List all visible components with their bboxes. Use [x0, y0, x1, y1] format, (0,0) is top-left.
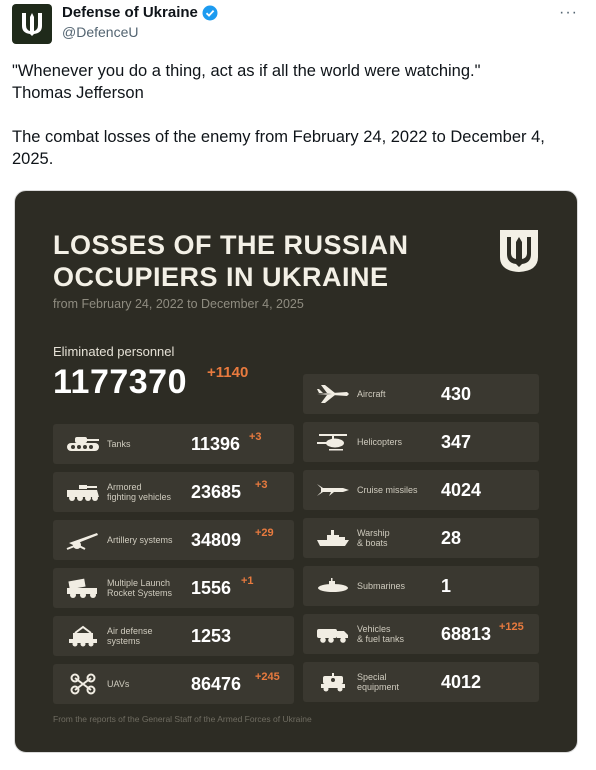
stat-tile-helicopters: Helicopters 347 — [303, 422, 539, 462]
stat-label: Air defense systems — [107, 626, 153, 646]
card-subtitle: from February 24, 2022 to December 4, 20… — [53, 297, 304, 311]
air-defense-icon — [69, 625, 97, 647]
handle[interactable]: @DefenceU — [62, 24, 139, 40]
stat-label: Helicopters — [357, 437, 403, 447]
more-options-icon[interactable]: ··· — [559, 4, 578, 21]
warship-icon — [317, 530, 349, 546]
verified-badge-icon — [202, 5, 218, 21]
card-footer-note: From the reports of the General Staff of… — [53, 714, 312, 724]
tweet-text: "Whenever you do a thing, act as if all … — [12, 60, 584, 170]
stat-value: 86476 — [191, 674, 242, 694]
stat-delta: +245 — [255, 671, 280, 683]
stat-tile-submarines: Submarines 1 — [303, 566, 539, 606]
stat-label: UAVs — [107, 679, 130, 689]
stat-delta: +3 — [255, 479, 268, 491]
stat-value: 4024 — [441, 480, 482, 500]
rocket-launcher-icon — [67, 578, 97, 598]
cruise-missile-icon — [317, 484, 349, 496]
personnel-label: Eliminated personnel — [53, 344, 175, 359]
stat-delta: +3 — [249, 431, 262, 443]
armored-vehicle-icon — [67, 485, 99, 501]
stat-tile-tanks: Tanks 11396 +3 — [53, 424, 294, 464]
stat-value: 1556 — [191, 578, 232, 598]
tweet-quote: "Whenever you do a thing, act as if all … — [12, 62, 481, 80]
stat-label: Multiple Launch Rocket Systems — [107, 578, 173, 598]
stat-value: 11396 — [191, 434, 241, 454]
tweet-quote-author: Thomas Jefferson — [12, 84, 144, 102]
drone-icon — [70, 673, 96, 695]
fuel-truck-icon — [317, 629, 348, 643]
stat-delta: +1 — [241, 575, 254, 587]
stat-tile-cruise-missiles: Cruise missiles 4024 — [303, 470, 539, 510]
stat-value: 23685 — [191, 482, 242, 502]
stat-tile-air-defense: Air defense systems 1253 — [53, 616, 294, 656]
helicopter-icon — [317, 434, 347, 451]
stat-delta: +29 — [255, 527, 274, 539]
stat-label: Cruise missiles — [357, 485, 418, 495]
stat-tile-artillery: Artillery systems 34809 +29 — [53, 520, 294, 560]
stat-value: 28 — [441, 528, 462, 548]
card-title-line1: LOSSES OF THE RUSSIAN — [53, 230, 409, 260]
stat-tile-warships: Warship & boats 28 — [303, 518, 539, 558]
stat-label: Warship & boats — [357, 528, 390, 548]
display-name[interactable]: Defense of Ukraine — [62, 4, 218, 22]
stat-label: Aircraft — [357, 389, 386, 399]
stat-value: 68813 — [441, 624, 492, 644]
card-title-line2: OCCUPIERS IN UKRAINE — [53, 262, 389, 292]
infographic-image[interactable]: LOSSES OF THE RUSSIAN OCCUPIERS IN UKRAI… — [14, 190, 578, 753]
stat-tile-aircraft: Aircraft 430 — [303, 374, 539, 414]
stat-label: Tanks — [107, 439, 131, 449]
aircraft-icon — [317, 385, 349, 403]
author-block: Defense of Ukraine @DefenceU — [62, 4, 218, 42]
stat-tile-vehicles: Vehicles & fuel tanks 68813 +125 — [303, 614, 539, 654]
avatar[interactable] — [12, 4, 52, 44]
trident-logo-icon — [22, 13, 42, 36]
card-title: LOSSES OF THE RUSSIAN OCCUPIERS IN UKRAI… — [53, 229, 409, 293]
personnel-value: 1177370 — [53, 363, 187, 401]
special-equipment-icon — [321, 673, 345, 692]
stat-label: Vehicles & fuel tanks — [357, 624, 405, 644]
stat-value: 1253 — [191, 626, 232, 646]
personnel-delta: +1140 — [207, 364, 249, 381]
trident-emblem-icon — [500, 230, 538, 272]
stat-tile-mlrs: Multiple Launch Rocket Systems 1556 +1 — [53, 568, 294, 608]
artillery-icon — [66, 533, 98, 550]
stat-tile-armored-vehicles: Armored fighting vehicles 23685 +3 — [53, 472, 294, 512]
submarine-icon — [318, 578, 348, 592]
stat-tile-uavs: UAVs 86476 +245 — [53, 664, 294, 704]
stat-value: 347 — [441, 432, 472, 452]
stat-value: 430 — [441, 384, 472, 404]
stat-value: 34809 — [191, 530, 242, 550]
stat-label: Special equipment — [357, 672, 400, 692]
stat-value: 1 — [441, 576, 452, 596]
tweet-body: The combat losses of the enemy from Febr… — [12, 128, 545, 168]
stat-label: Armored fighting vehicles — [107, 482, 172, 502]
tank-icon — [67, 437, 99, 451]
post-header: Defense of Ukraine @DefenceU ··· — [12, 4, 584, 44]
stat-tile-special-equipment: Special equipment 4012 — [303, 662, 539, 702]
stat-value: 4012 — [441, 672, 482, 692]
stat-delta: +125 — [499, 621, 524, 633]
stat-label: Submarines — [357, 581, 406, 591]
display-name-text[interactable]: Defense of Ukraine — [62, 4, 198, 21]
stat-label: Artillery systems — [107, 535, 173, 545]
